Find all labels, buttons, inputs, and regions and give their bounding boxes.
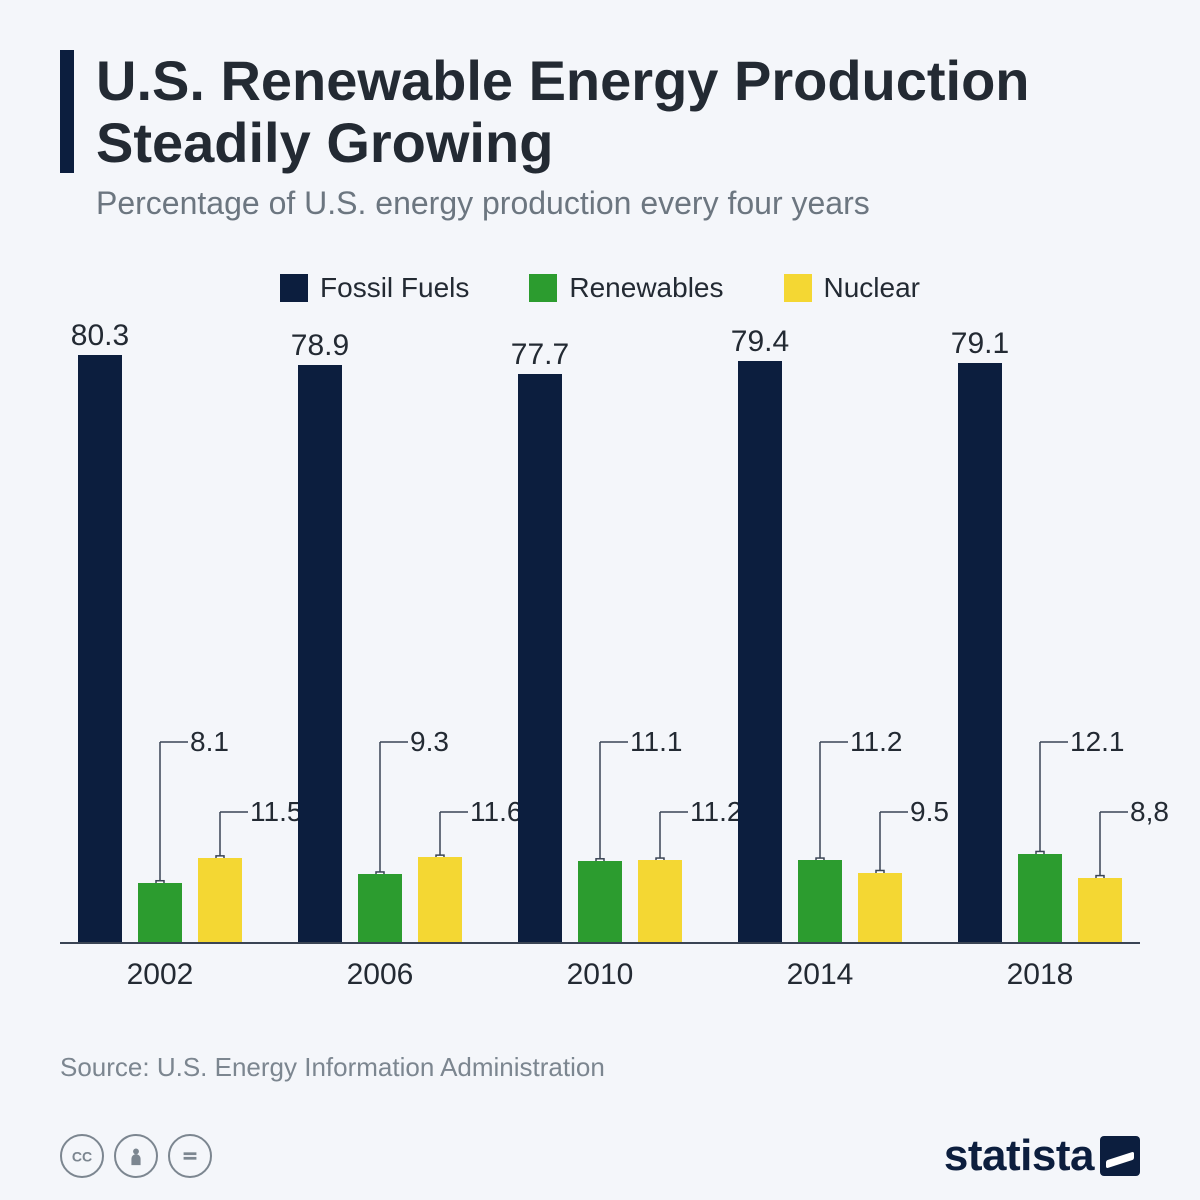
bar-fossil (78, 355, 122, 943)
bar-value: 79.4 (731, 325, 789, 359)
chart-title: U.S. Renewable Energy Production Steadil… (96, 50, 1140, 173)
legend-item: Nuclear (784, 272, 920, 304)
footer: CC statista (60, 1131, 1140, 1181)
x-axis-label: 2002 (70, 958, 250, 992)
bar-renewables (1018, 854, 1062, 943)
bar-fossil (298, 365, 342, 942)
bar-nuclear (1078, 878, 1122, 942)
chart-subtitle: Percentage of U.S. energy production eve… (96, 185, 1140, 222)
legend-item: Fossil Fuels (280, 272, 469, 304)
x-axis-label: 2006 (290, 958, 470, 992)
bar-renewables (578, 861, 622, 942)
legend-item: Renewables (529, 272, 723, 304)
x-axis-label: 2010 (510, 958, 690, 992)
x-axis-label: 2018 (950, 958, 1130, 992)
x-axis-labels: 2002 2006 2010 2014 2018 (60, 944, 1140, 992)
bar-value: 79.1 (951, 327, 1009, 361)
bar-renewables (138, 883, 182, 942)
bar-value: 77.7 (511, 338, 569, 372)
source-text: Source: U.S. Energy Information Administ… (60, 1052, 1140, 1083)
legend-label: Nuclear (824, 272, 920, 304)
title-accent-bar (60, 50, 74, 173)
header: U.S. Renewable Energy Production Steadil… (60, 50, 1140, 173)
bar-nuclear (638, 860, 682, 942)
bar-value: 80.3 (71, 319, 129, 353)
x-axis-label: 2014 (730, 958, 910, 992)
legend-swatch (280, 274, 308, 302)
bar-value: 78.9 (291, 329, 349, 363)
license-icons: CC (60, 1134, 212, 1178)
legend-swatch (784, 274, 812, 302)
bar-fossil (958, 363, 1002, 942)
brand-mark-icon (1100, 1136, 1140, 1176)
bar-group: 79.1 12.1 8,8 (950, 344, 1130, 942)
bar-group: 79.4 11.2 9.5 (730, 344, 910, 942)
bar-value: 8,8 (1130, 796, 1169, 828)
nd-icon (168, 1134, 212, 1178)
statista-logo: statista (944, 1131, 1140, 1181)
bar-value: 9.5 (910, 796, 949, 828)
legend-label: Renewables (569, 272, 723, 304)
bar-nuclear (418, 857, 462, 942)
bar-nuclear (198, 858, 242, 942)
bar-fossil (518, 374, 562, 943)
bar-chart: 80.3 8.1 11.5 78.9 9.3 11.6 77.7 (60, 344, 1140, 944)
bar-fossil (738, 361, 782, 942)
bar-renewables (358, 874, 402, 942)
bar-renewables (798, 860, 842, 942)
bar-group: 80.3 8.1 11.5 (70, 344, 250, 942)
legend: Fossil Fuels Renewables Nuclear (60, 272, 1140, 304)
by-icon (114, 1134, 158, 1178)
svg-text:CC: CC (72, 1149, 92, 1165)
legend-label: Fossil Fuels (320, 272, 469, 304)
bar-nuclear (858, 873, 902, 943)
bar-group: 77.7 11.1 11.2 (510, 344, 690, 942)
legend-swatch (529, 274, 557, 302)
bar-group: 78.9 9.3 11.6 (290, 344, 470, 942)
brand-text: statista (944, 1131, 1094, 1181)
cc-icon: CC (60, 1134, 104, 1178)
